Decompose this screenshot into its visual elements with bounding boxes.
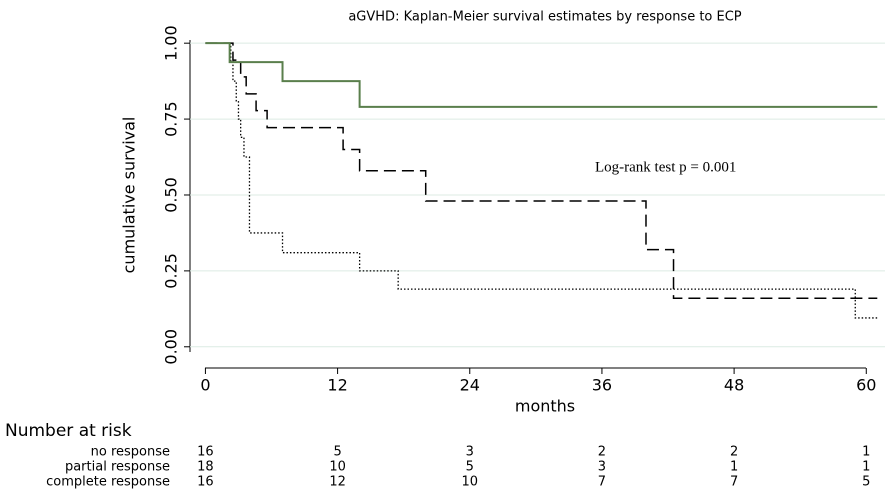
risk-row-label: no response <box>91 445 170 460</box>
risk-count: 2 <box>598 445 606 460</box>
risk-row-label: partial response <box>65 460 170 475</box>
risk-count: 3 <box>598 460 606 475</box>
risk-count: 2 <box>730 445 738 460</box>
risk-count: 16 <box>197 445 214 460</box>
survival-line <box>205 42 878 299</box>
chart-title: aGVHD: Kaplan-Meier survival estimates b… <box>348 10 741 25</box>
survival-line <box>205 42 878 108</box>
risk-count: 10 <box>329 460 346 475</box>
risk-count: 18 <box>197 460 214 475</box>
risk-count: 5 <box>466 460 474 475</box>
y-axis-label: cumulative survival <box>120 117 139 274</box>
risk-row-label: complete response <box>46 475 170 490</box>
x-tick-label: 0 <box>200 376 210 395</box>
y-tick-label: 0.00 <box>162 329 181 365</box>
x-tick-label: 24 <box>460 376 480 395</box>
x-tick-label: 36 <box>592 376 612 395</box>
x-tick-label: 60 <box>856 376 876 395</box>
y-tick-label: 0.25 <box>162 253 181 289</box>
risk-count: 1 <box>862 460 870 475</box>
annotation: Log-rank test p = 0.001 <box>595 159 736 175</box>
survival-line <box>205 42 878 319</box>
y-tick-label: 0.75 <box>162 101 181 137</box>
x-tick-label: 12 <box>327 376 347 395</box>
risk-count: 5 <box>862 475 870 490</box>
risk-count: 1 <box>730 460 738 475</box>
risk-count: 10 <box>461 475 478 490</box>
risk-count: 7 <box>598 475 606 490</box>
y-tick-label: 1.00 <box>162 25 181 61</box>
x-tick-label: 48 <box>724 376 744 395</box>
risk-count: 7 <box>730 475 738 490</box>
risk-count: 1 <box>862 445 870 460</box>
x-axis-label: months <box>515 397 575 416</box>
risk-count: 16 <box>197 475 214 490</box>
risk-count: 12 <box>329 475 346 490</box>
risk-table-title: Number at risk <box>5 421 132 441</box>
risk-count: 5 <box>333 445 341 460</box>
risk-count: 3 <box>466 445 474 460</box>
y-tick-label: 0.50 <box>162 177 181 213</box>
